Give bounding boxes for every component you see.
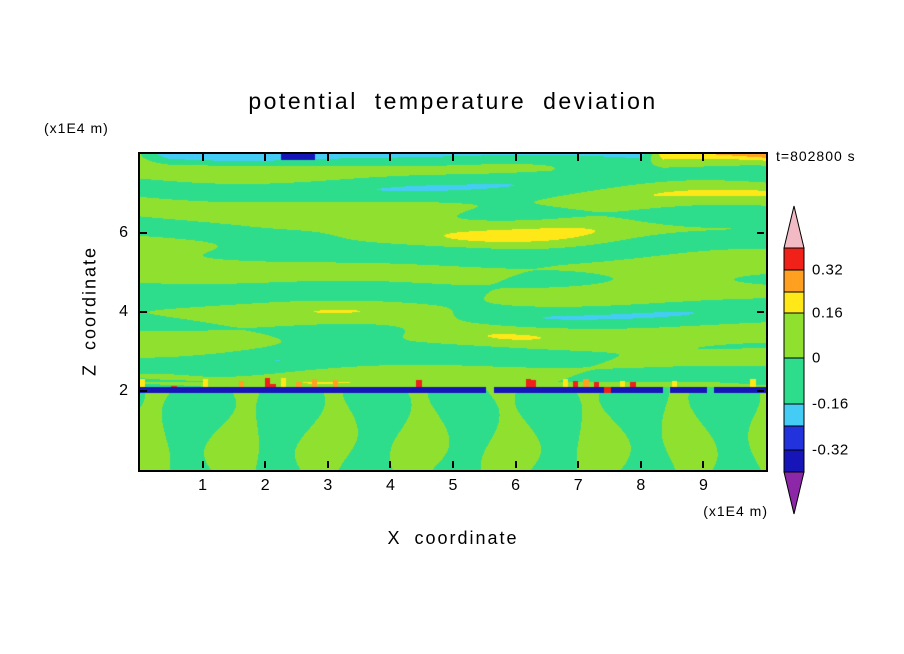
z-tick-mark <box>757 390 764 392</box>
z-tick-mark <box>140 232 147 234</box>
z-axis-label: Z coordinate <box>79 245 100 377</box>
x-tick-mark <box>639 461 642 468</box>
colorbar-segment <box>783 357 805 405</box>
x-tick-mark <box>577 154 580 161</box>
x-tick-label: 7 <box>573 477 583 494</box>
x-tick-mark <box>514 154 517 161</box>
colorbar-label: 0.32 <box>812 261 844 279</box>
x-tick-mark <box>264 154 267 161</box>
x-axis-label: X coordinate <box>387 528 519 548</box>
chart-title: potential temperature deviation <box>248 88 658 114</box>
x-tick-label: 1 <box>198 477 208 494</box>
x-tick-mark <box>702 154 705 161</box>
plot-area <box>138 152 768 472</box>
x-tick-label: 2 <box>260 477 270 494</box>
z-tick-label: 4 <box>119 303 128 320</box>
x-tick-mark <box>452 461 454 468</box>
x-tick-label: 4 <box>385 477 395 494</box>
x-tick-mark <box>326 154 329 161</box>
contour-field <box>140 154 766 470</box>
z-tick-mark <box>140 311 147 313</box>
colorbar-segment <box>783 247 805 271</box>
colorbar-segment <box>783 269 805 293</box>
x-tick-label: 6 <box>511 477 521 494</box>
x-tick-mark <box>702 461 705 468</box>
x-tick-mark <box>452 154 454 161</box>
colorbar-segment <box>783 425 805 451</box>
colorbar-label: 0.16 <box>812 304 844 322</box>
x-tick-mark <box>577 461 580 468</box>
z-tick-mark <box>757 232 764 234</box>
colorbar-arrow-bottom <box>783 471 805 515</box>
x-axis-unit: (x1E4 m) <box>703 503 768 519</box>
x-tick-label: 3 <box>323 477 333 494</box>
x-tick-mark <box>514 461 517 468</box>
timestamp: t=802800 s <box>776 148 856 164</box>
x-tick-mark <box>326 461 329 468</box>
colorbar-label: -0.16 <box>812 395 849 413</box>
colorbar-arrow-top <box>783 205 805 249</box>
z-axis-unit: (x1E4 m) <box>44 120 109 136</box>
x-tick-mark <box>639 154 642 161</box>
colorbar-segment <box>783 291 805 314</box>
x-tick-mark <box>201 154 204 161</box>
z-tick-label: 2 <box>119 382 128 399</box>
colorbar-segment <box>783 403 805 427</box>
colorbar-segment <box>783 449 805 473</box>
colorbar-segment <box>783 312 805 359</box>
x-tick-mark <box>201 461 204 468</box>
colorbar <box>783 205 805 515</box>
x-tick-mark <box>389 461 392 468</box>
x-tick-label: 8 <box>636 477 646 494</box>
x-tick-label: 5 <box>448 477 458 494</box>
z-tick-mark <box>757 311 764 313</box>
x-tick-label: 9 <box>698 477 708 494</box>
colorbar-label: 0 <box>812 349 821 367</box>
x-tick-mark <box>389 154 392 161</box>
z-tick-label: 6 <box>119 224 128 241</box>
colorbar-label: -0.32 <box>812 441 849 459</box>
z-tick-mark <box>140 390 147 392</box>
x-tick-mark <box>264 461 267 468</box>
